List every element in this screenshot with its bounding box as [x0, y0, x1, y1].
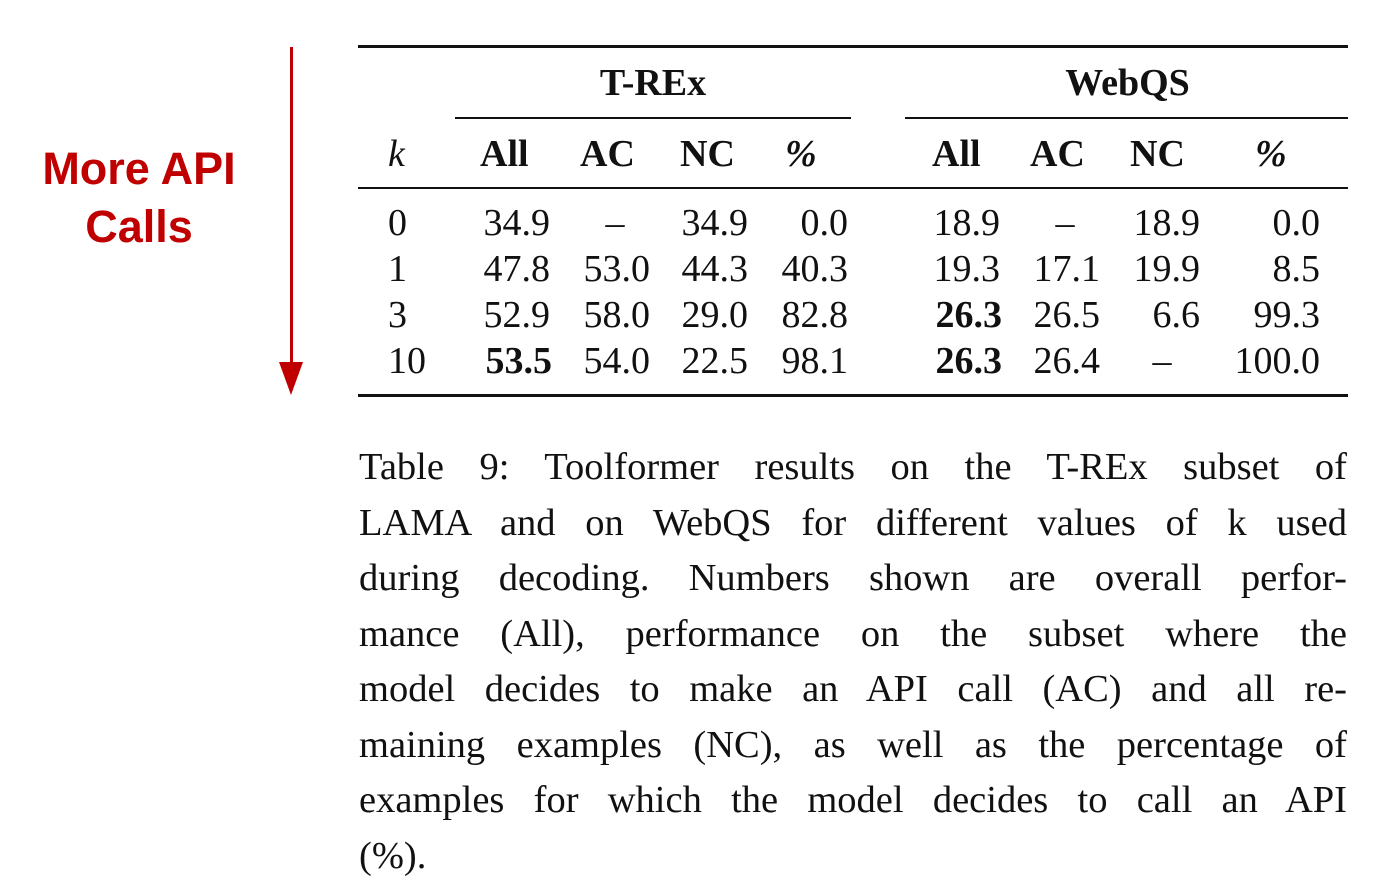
table-cell-webqs-nc: –	[1152, 340, 1172, 382]
table-cell-trex-nc: 29.0	[681, 294, 749, 336]
table-cell-webqs-all: 19.3	[933, 248, 1001, 290]
column-header-trex-pct: %	[785, 133, 817, 175]
caption-line: mance (All), performance on the subset w…	[359, 612, 1347, 655]
table-top-rule	[358, 45, 1348, 48]
table-cell-webqs-pct: 100.0	[1234, 340, 1321, 382]
trex-group-rule	[455, 117, 851, 119]
table-bottom-rule	[358, 394, 1348, 397]
table-cell-webqs-pct: 99.3	[1253, 294, 1321, 336]
table-cell-k: 0	[388, 202, 407, 244]
table-cell-webqs-pct: 8.5	[1272, 248, 1321, 290]
column-header-trex-ac: AC	[580, 133, 635, 175]
column-header-webqs-nc: NC	[1130, 133, 1185, 175]
table-cell-webqs-all: 18.9	[933, 202, 1001, 244]
down-arrow-shaft	[290, 47, 293, 365]
table-cell-trex-pct: 40.3	[781, 248, 849, 290]
table-cell-k: 3	[388, 294, 407, 336]
table-cell-trex-all: 34.9	[483, 202, 551, 244]
down-arrow-icon	[279, 362, 303, 395]
table-cell-trex-all: 52.9	[483, 294, 551, 336]
table-cell-trex-nc: 34.9	[681, 202, 749, 244]
webqs-group-rule	[905, 117, 1348, 119]
caption-line: examples for which the model decides to …	[359, 779, 1347, 821]
table-cell-webqs-nc: 6.6	[1152, 294, 1201, 336]
table-header-rule	[358, 187, 1348, 189]
column-header-trex-nc: NC	[680, 133, 735, 175]
table-cell-webqs-all-best: 26.3	[935, 294, 1003, 336]
column-header-webqs-ac: AC	[1030, 133, 1085, 175]
group-header-webqs: WebQS	[1065, 62, 1190, 104]
caption-line: (%).	[359, 834, 427, 877]
table-cell-webqs-ac: 26.4	[1033, 340, 1101, 382]
table-cell-trex-pct: 98.1	[781, 340, 849, 382]
table-cell-trex-ac: 58.0	[583, 294, 651, 336]
table-cell-webqs-nc: 18.9	[1133, 202, 1201, 244]
caption-line: Table 9: Toolformer results on the T-REx…	[359, 446, 1347, 488]
table-cell-webqs-pct: 0.0	[1272, 202, 1321, 244]
column-header-trex-all: All	[480, 133, 529, 175]
table-cell-trex-pct: 82.8	[781, 294, 849, 336]
table-cell-trex-all-best: 53.5	[485, 340, 553, 382]
table-cell-webqs-nc: 19.9	[1133, 248, 1201, 290]
annotation-line-1: More API	[42, 143, 236, 194]
caption-line: LAMA and on WebQS for different values o…	[359, 501, 1347, 544]
table-cell-trex-ac: 54.0	[583, 340, 651, 382]
table-cell-webqs-ac: 17.1	[1033, 248, 1101, 290]
column-header-webqs-all: All	[932, 133, 981, 175]
table-cell-webqs-ac: 26.5	[1033, 294, 1101, 336]
caption-line: model decides to make an API call (AC) a…	[359, 668, 1347, 710]
caption-line: maining examples (NC), as well as the pe…	[359, 723, 1347, 766]
table-cell-trex-nc: 44.3	[681, 248, 749, 290]
caption-line: during decoding. Numbers shown are overa…	[359, 557, 1347, 599]
table-caption: Table 9: Toolformer results on the T-REx…	[359, 440, 1347, 884]
more-api-calls-label: More API Calls	[0, 140, 278, 256]
column-header-webqs-pct: %	[1255, 133, 1287, 175]
group-header-trex: T-REx	[599, 62, 707, 104]
table-cell-k: 10	[388, 340, 426, 382]
table-cell-webqs-all-best: 26.3	[935, 340, 1003, 382]
table-cell-trex-all: 47.8	[483, 248, 551, 290]
annotation-line-2: Calls	[85, 201, 193, 252]
table-cell-trex-ac: 53.0	[583, 248, 651, 290]
table-cell-trex-nc: 22.5	[681, 340, 749, 382]
table-cell-trex-pct: 0.0	[800, 202, 849, 244]
table-cell-k: 1	[388, 248, 407, 290]
table-cell-trex-ac: –	[605, 202, 625, 244]
column-header-k: k	[388, 133, 405, 175]
table-cell-webqs-ac: –	[1055, 202, 1075, 244]
